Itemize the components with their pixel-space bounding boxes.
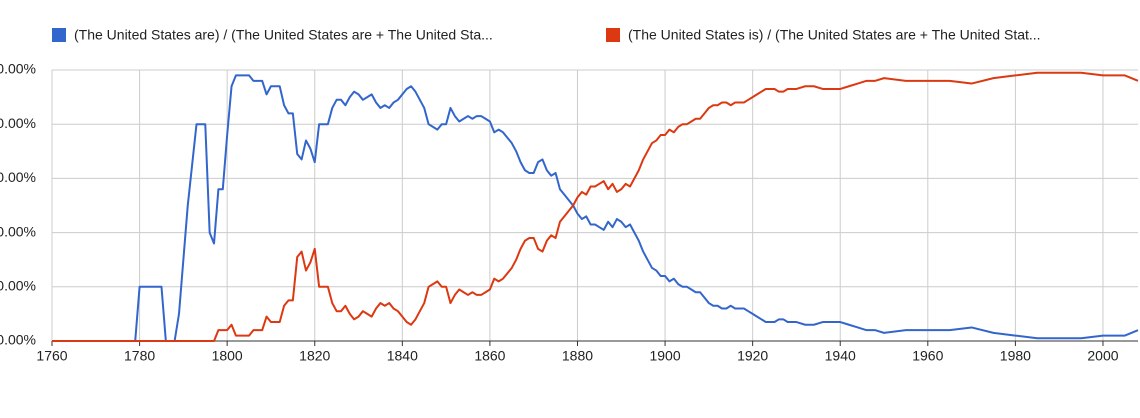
y-tick-label: 40.00% — [0, 223, 36, 239]
y-tick-label: 60.00% — [0, 169, 36, 185]
y-tick-label: 100.00% — [0, 61, 36, 77]
legend-swatch — [606, 28, 620, 42]
legend-label: (The United States are) / (The United St… — [74, 27, 493, 43]
x-tick-label: 1900 — [649, 348, 680, 364]
x-tick-label: 1880 — [562, 348, 593, 364]
x-tick-label: 1860 — [474, 348, 505, 364]
x-tick-label: 1820 — [299, 348, 330, 364]
legend-label: (The United States is) / (The United Sta… — [628, 27, 1041, 43]
x-tick-label: 1960 — [912, 348, 943, 364]
y-tick-label: 20.00% — [0, 278, 36, 294]
y-tick-label: 0.00% — [0, 332, 36, 348]
y-tick-label: 80.00% — [0, 115, 36, 131]
legend-swatch — [52, 28, 66, 42]
series-line — [52, 71, 1139, 342]
x-tick-label: 1940 — [825, 348, 856, 364]
x-tick-label: 1780 — [124, 348, 155, 364]
series-line — [52, 74, 1139, 342]
x-tick-label: 1800 — [212, 348, 243, 364]
x-tick-label: 1980 — [1000, 348, 1031, 364]
x-tick-label: 1920 — [737, 348, 768, 364]
x-tick-label: 2000 — [1087, 348, 1118, 364]
x-tick-label: 1840 — [387, 348, 418, 364]
x-tick-label: 1760 — [36, 348, 67, 364]
